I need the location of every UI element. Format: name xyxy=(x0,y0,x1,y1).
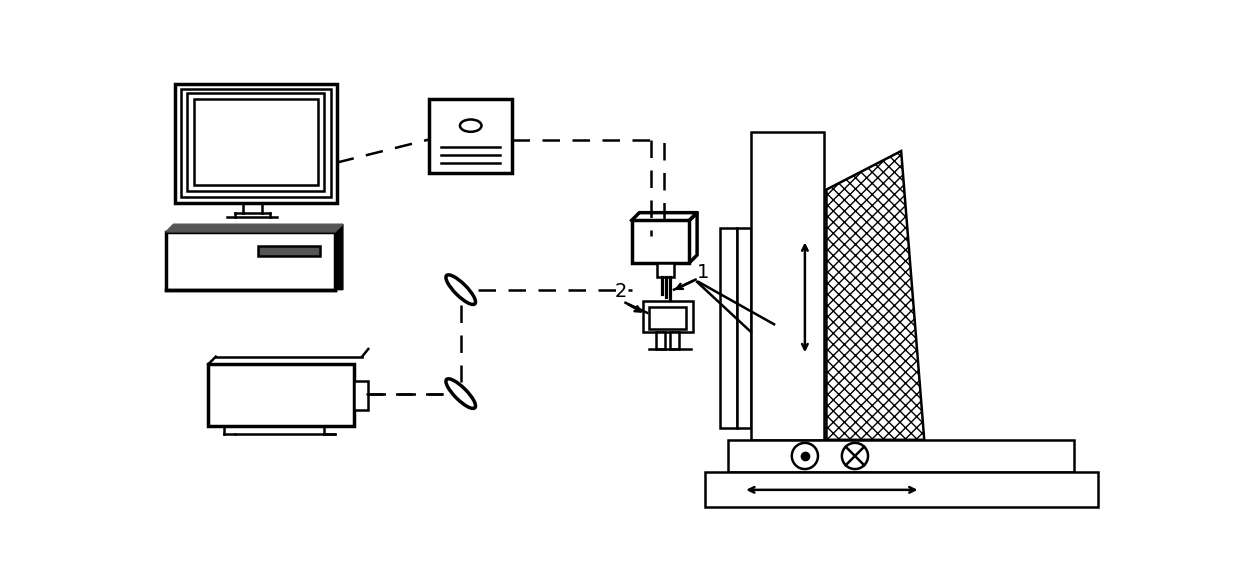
Ellipse shape xyxy=(446,379,475,408)
Bar xyxy=(657,263,675,277)
Bar xyxy=(720,228,737,428)
Bar xyxy=(704,472,1097,507)
Ellipse shape xyxy=(446,275,475,304)
Text: 2: 2 xyxy=(615,283,627,301)
Bar xyxy=(429,99,512,173)
Bar xyxy=(656,332,665,349)
Bar xyxy=(187,93,325,191)
Bar xyxy=(737,228,751,428)
Bar xyxy=(728,440,1074,472)
Bar xyxy=(166,232,335,290)
Bar xyxy=(193,99,319,185)
Bar xyxy=(751,132,825,440)
Polygon shape xyxy=(826,151,924,440)
Bar xyxy=(208,364,355,426)
Bar xyxy=(649,307,686,329)
Bar xyxy=(631,221,689,263)
Bar xyxy=(670,332,680,349)
Bar xyxy=(355,380,368,409)
Bar xyxy=(181,89,331,197)
Text: 1: 1 xyxy=(697,263,709,282)
Bar xyxy=(644,301,693,332)
Bar xyxy=(175,84,337,204)
Polygon shape xyxy=(335,224,343,290)
Bar xyxy=(258,246,320,256)
Polygon shape xyxy=(166,224,343,232)
